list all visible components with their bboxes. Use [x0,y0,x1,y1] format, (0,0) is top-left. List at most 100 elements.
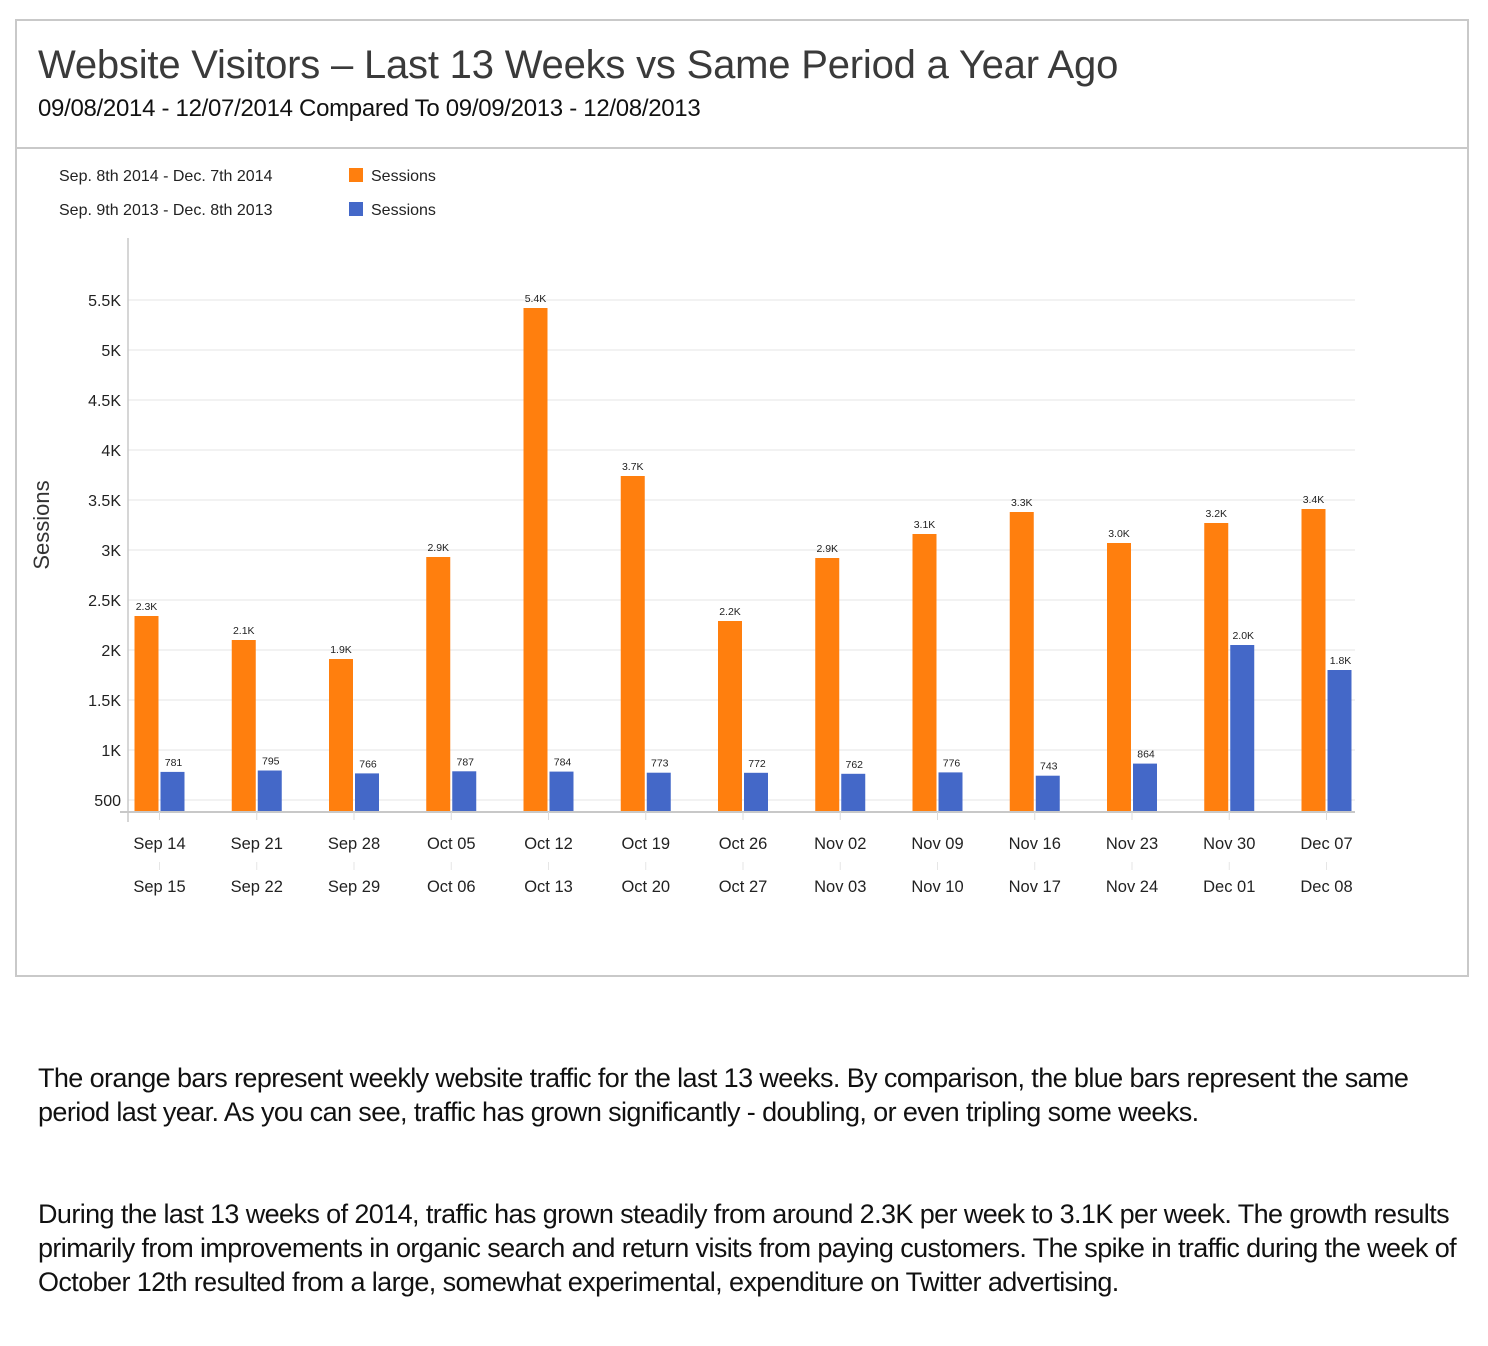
bar-previous [744,772,768,812]
bar-previous [841,773,866,812]
data-label-current: 3.4K [1303,494,1325,506]
data-labels: 2.3K 781 2.1K 795 1.9K 766 2.9K 787 5.4K 784 3.7K 7… [136,293,1352,773]
x-tick-label: Nov 09 [911,835,963,853]
description-paragraph-2: During the last 13 weeks of 2014, traffi… [38,1197,1458,1299]
x-tick-label-secondary: Oct 06 [427,878,476,896]
x-tick-label: Sep 14 [133,835,185,853]
bar-previous [1035,775,1060,812]
x-tick-label-secondary: Nov 03 [814,878,866,896]
data-label-previous: 773 [651,758,669,770]
data-label-current: 2.1K [233,625,255,637]
data-label-previous: 784 [554,757,572,769]
data-label-previous: 772 [748,758,766,770]
x-tick-label: Oct 12 [524,835,573,853]
x-tick-label: Nov 30 [1203,835,1255,853]
description-text-2: During the last 13 weeks of 2014, traffi… [38,1199,1457,1297]
x-tick-label-secondary: Nov 10 [911,878,963,896]
description-paragraph-1: The orange bars represent weekly website… [38,1061,1458,1129]
data-label-current: 3.2K [1205,508,1227,520]
data-label-current: 2.9K [816,543,838,555]
bars [134,308,1352,812]
bar-current [815,558,840,812]
bar-previous [160,771,185,812]
y-tick-label: 4K [101,443,121,460]
bar-current [1204,523,1229,812]
y-tick-label: 4.5K [88,393,121,410]
legend-swatch-current [349,168,363,182]
x-tick-label: Nov 16 [1009,835,1061,853]
bar-current [1009,512,1034,812]
bar-current [329,659,353,812]
y-axis-ticks: 500 1K 1.5K 2K 2.5K 3K 3.5K 4K 4.5K 5K 5.5K [88,293,121,810]
legend-period-previous: Sep. 9th 2013 - Dec. 8th 2013 [59,202,273,219]
x-tick-label: Dec 07 [1300,835,1352,853]
description-text-1: The orange bars represent weekly website… [38,1063,1409,1127]
data-label-previous: 1.8K [1330,655,1352,667]
x-tick-label-secondary: Dec 01 [1203,878,1255,896]
bar-chart: Sep. 8th 2014 - Dec. 7th 2014 Sessions S… [29,168,1355,896]
bar-current [134,616,159,812]
data-label-previous: 781 [165,757,183,769]
chart-header: Website Visitors – Last 13 Weeks vs Same… [17,21,1467,149]
data-label-current: 1.9K [330,644,352,656]
x-tick-label-secondary: Oct 27 [719,878,768,896]
bar-previous [938,772,963,812]
bar-previous [1133,763,1157,812]
x-tick-label: Nov 23 [1106,835,1158,853]
bar-previous [452,771,477,812]
bar-previous [257,770,282,812]
x-tick-label: Oct 19 [621,835,670,853]
x-tick-label-secondary: Nov 17 [1009,878,1061,896]
legend-label-previous: Sessions [371,202,436,219]
x-tick-label-secondary: Nov 24 [1106,878,1158,896]
x-tick-label: Oct 05 [427,835,476,853]
bar-current [620,476,645,812]
data-label-current: 2.9K [427,542,449,554]
legend: Sep. 8th 2014 - Dec. 7th 2014 Sessions S… [59,168,436,219]
x-tick-label-secondary: Sep 29 [328,878,380,896]
data-label-previous: 864 [1137,749,1155,761]
y-tick-label: 3K [101,543,121,560]
y-tick-label: 1K [101,743,121,760]
x-tick-label: Nov 02 [814,835,866,853]
y-tick-label: 500 [94,793,121,810]
data-label-current: 3.0K [1108,528,1130,540]
data-label-current: 3.7K [622,461,644,473]
bar-current [1301,509,1326,812]
chart-title: Website Visitors – Last 13 Weeks vs Same… [38,43,1119,87]
y-tick-label: 5K [101,343,121,360]
x-tick-label-secondary: Dec 08 [1300,878,1352,896]
y-tick-label: 3.5K [88,493,121,510]
data-label-current: 3.3K [1011,497,1033,509]
x-axis: Sep 14 Sep 15 Sep 21 Sep 22 Sep 28 Sep 29 Oct … [120,238,1355,896]
legend-swatch-previous [349,202,363,216]
chart-card: Website Visitors – Last 13 Weeks vs Same… [15,19,1469,977]
data-label-current: 3.1K [914,519,936,531]
data-label-current: 2.2K [719,606,741,618]
data-label-previous: 766 [359,758,377,770]
bar-current [1107,543,1131,812]
bar-current [912,534,937,812]
legend-period-current: Sep. 8th 2014 - Dec. 7th 2014 [59,168,273,185]
data-label-current: 2.3K [136,601,158,613]
bar-previous [1327,670,1352,812]
data-label-previous: 787 [456,756,474,768]
x-tick-label-secondary: Sep 15 [133,878,185,896]
x-tick-label-secondary: Sep 22 [231,878,283,896]
y-tick-label: 2K [101,643,121,660]
bar-current [523,308,548,812]
y-tick-label: 2.5K [88,593,121,610]
bar-current [718,621,742,812]
data-label-current: 5.4K [525,293,547,305]
x-tick-label-secondary: Oct 20 [621,878,670,896]
data-label-previous: 776 [943,757,961,769]
x-tick-label: Sep 28 [328,835,380,853]
x-tick-label: Sep 21 [231,835,283,853]
data-label-previous: 762 [845,759,863,771]
x-tick-label-secondary: Oct 13 [524,878,573,896]
y-tick-label: 1.5K [88,693,121,710]
bar-previous [355,773,379,812]
data-label-previous: 795 [262,756,280,768]
y-tick-label: 5.5K [88,293,121,310]
chart-subtitle: 09/08/2014 - 12/07/2014 Compared To 09/0… [38,95,701,122]
